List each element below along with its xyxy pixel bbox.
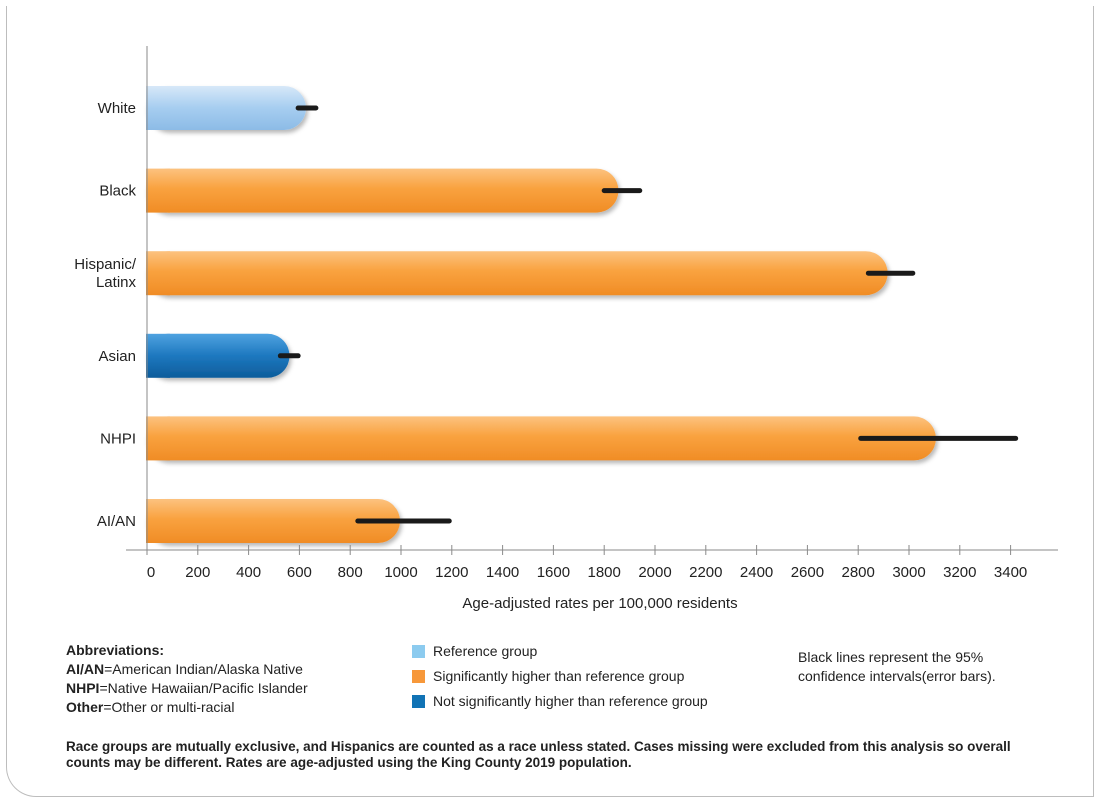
x-tick-label: 800	[338, 564, 363, 581]
abbreviations-heading: Abbreviations:	[66, 642, 165, 658]
bar-left-edge	[146, 168, 170, 213]
bar-left-edge	[146, 499, 170, 543]
bar-hispanic-latinx	[146, 251, 888, 296]
bar-white	[146, 86, 307, 130]
x-tick-label: 1000	[384, 564, 417, 581]
abbreviation-term: AI/AN	[66, 661, 105, 677]
bar-asian	[146, 333, 290, 378]
legend-item-not-significant: Not significantly higher than reference …	[412, 691, 708, 711]
bar-chart: 0 200 400 600 800 1000 1200 1400 1600 1800 2000 220…	[74, 46, 1058, 612]
x-tick-label: 2200	[689, 564, 722, 581]
category-label: AI/AN	[97, 513, 136, 530]
bar-ai-an	[146, 499, 400, 543]
category-label-line: Hispanic/	[74, 256, 137, 273]
abbreviations-block: Abbreviations: AI/AN=American Indian/Ala…	[66, 641, 308, 717]
abbreviation-row: NHPI=Native Hawaiian/Pacific Islander	[66, 679, 308, 698]
legend-item-reference: Reference group	[412, 641, 708, 661]
legend: Reference group Significantly higher tha…	[412, 641, 708, 716]
x-tick-label: 3000	[892, 564, 925, 581]
abbreviation-meaning: =American Indian/Alaska Native	[104, 661, 303, 677]
category-label-line: AI/AN	[97, 513, 136, 530]
abbreviation-meaning: =Other or multi-racial	[103, 699, 235, 715]
x-tick-label: 3200	[943, 564, 976, 581]
legend-item-significant: Significantly higher than reference grou…	[412, 666, 708, 686]
abbreviation-term: NHPI	[66, 680, 100, 696]
category-label: Hispanic/Latinx	[74, 256, 137, 291]
x-tick-label: 1800	[588, 564, 621, 581]
x-tick-label: 400	[236, 564, 261, 581]
category-label: White	[98, 100, 136, 117]
x-tick-label: 600	[287, 564, 312, 581]
bar-left-edge	[146, 416, 170, 461]
x-tick-label: 0	[147, 564, 155, 581]
legend-label-not-significant: Not significantly higher than reference …	[433, 692, 708, 709]
legend-label-reference: Reference group	[433, 642, 538, 659]
abbreviation-term: Other	[66, 699, 104, 715]
bar-black	[146, 168, 619, 213]
x-tick-label: 1400	[486, 564, 519, 581]
category-label-line: NHPI	[100, 430, 136, 447]
abbreviation-row: Other=Other or multi-racial	[66, 698, 308, 717]
category-label: NHPI	[100, 430, 136, 447]
legend-swatch-significant	[412, 669, 425, 683]
category-label: Black	[99, 183, 136, 200]
bar-left-edge	[146, 251, 170, 296]
x-axis-title: Age-adjusted rates per 100,000 residents	[462, 595, 737, 612]
chart-frame	[6, 6, 1094, 797]
abbreviation-meaning: =Native Hawaiian/Pacific Islander	[99, 680, 308, 696]
category-label: Asian	[98, 348, 136, 365]
footnote: Race groups are mutually exclusive, and …	[66, 739, 1011, 770]
category-label-line: White	[98, 100, 136, 117]
x-tick-label: 200	[185, 564, 210, 581]
category-label-line: Asian	[98, 348, 136, 365]
x-tick-label: 1200	[435, 564, 468, 581]
confidence-interval-note: Black lines represent the 95% confidence…	[798, 649, 996, 684]
abbreviation-row: AI/AN=American Indian/Alaska Native	[66, 660, 308, 679]
x-tick-label: 2000	[638, 564, 671, 581]
x-tick-label: 2600	[791, 564, 824, 581]
legend-swatch-reference	[412, 644, 425, 658]
x-tick-label: 2400	[740, 564, 773, 581]
x-tick-label: 1600	[537, 564, 570, 581]
legend-label-significant: Significantly higher than reference grou…	[433, 667, 685, 684]
bar-left-edge	[146, 86, 170, 130]
category-label-line: Black	[99, 183, 136, 200]
x-tick-label: 2800	[842, 564, 875, 581]
bar-left-edge	[146, 333, 170, 378]
legend-swatch-not-significant	[412, 694, 425, 708]
x-tick-label: 3400	[994, 564, 1027, 581]
category-label-line: Latinx	[96, 274, 137, 291]
bar-nhpi	[146, 416, 936, 461]
